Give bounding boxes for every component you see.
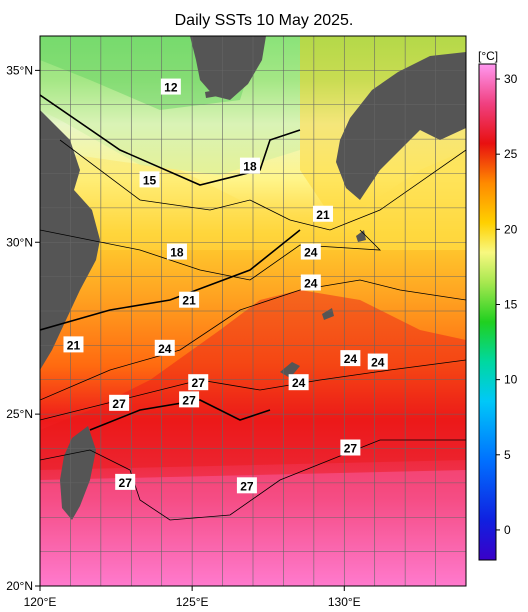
colorbar-tick-label: 25 [504,147,518,161]
colorbar-scale [478,63,497,561]
x-tick-label: 120°E [24,595,57,609]
contour-label-text: 18 [170,246,184,260]
contour-label: 24 [340,350,361,367]
korea-landmass [190,36,266,100]
colorbar-tick-label: 5 [504,448,511,462]
colorbar-tick-label: 15 [504,297,518,311]
contour-label-text: 15 [143,173,157,187]
contour-label: 18 [239,157,260,174]
contour-label: 24 [367,353,388,370]
y-tick-label: 35°N [6,63,33,77]
contour-label-text: 21 [67,338,81,352]
contour-label: 21 [179,291,200,308]
contour-label: 24 [154,339,175,356]
contour-label: 24 [300,243,321,260]
colorbar-tick-label: 30 [504,72,518,86]
colorbar-tick-label: 10 [504,373,518,387]
contour-label-text: 27 [240,479,254,493]
contour-label-text: 21 [316,208,330,222]
isotherm-line [40,279,466,401]
contour-label-text: 24 [158,342,172,356]
y-tick-label: 25°N [6,407,33,421]
contour-label-text: 24 [304,246,318,260]
china-coast [40,110,100,370]
colorbar-tick-label: 0 [504,523,511,537]
contour-label-text: 27 [344,442,358,456]
contour-label-text: 24 [371,356,385,370]
colorbar-tick-label: 20 [504,222,518,236]
isotherm-contours [40,94,466,521]
contour-label-text: 24 [344,352,358,366]
contour-label: 27 [340,439,361,456]
contour-label: 21 [63,336,84,353]
latitude-axis: 35°N 30°N 25°N 20°N [6,63,40,593]
contour-label: 18 [166,243,187,260]
contour-label-text: 24 [292,376,306,390]
contour-label: 24 [288,374,309,391]
isotherm-line [59,139,466,231]
contour-label: 27 [179,391,200,408]
contour-label-text: 21 [182,294,196,308]
contour-label-text: 24 [304,277,318,291]
contour-label-text: 18 [243,160,257,174]
contour-label: 27 [109,394,130,411]
y-tick-label: 20°N [6,579,33,593]
contour-label: 15 [139,171,160,188]
contour-label-text: 12 [164,81,178,95]
longitude-axis: 120°E 125°E 130°E [24,586,361,609]
map-frame [39,35,467,587]
colorbar-unit: [°C] [478,49,498,63]
y-tick-label: 30°N [6,235,33,249]
land [40,36,466,520]
isotherm-line [40,229,382,281]
isotherm-line [40,229,301,331]
contour-label-text: 27 [112,397,126,411]
contour-labels: 12 15 18 18 21 24 24 21 21 24 24 24 24 27 27 27 27 27 27 [63,78,388,494]
contour-label: 24 [300,274,321,291]
contour-label-text: 27 [192,376,206,390]
taiwan-island [60,426,96,520]
map-title: Daily SSTs 10 May 2025. [174,12,354,29]
contour-label: 27 [115,473,136,490]
x-tick-label: 125°E [176,595,209,609]
contour-label: 27 [188,374,209,391]
isotherm-line [40,94,301,186]
isotherm-line [89,399,271,431]
x-tick-label: 130°E [328,595,361,609]
contour-label: 12 [160,78,181,95]
contour-label-text: 27 [182,393,196,407]
contour-label: 27 [236,477,257,494]
contour-label: 21 [312,205,333,222]
contour-label-text: 27 [119,476,133,490]
japan-landmass [336,52,466,200]
colorbar: [°C] 0 5 10 15 20 25 30 [478,49,518,561]
